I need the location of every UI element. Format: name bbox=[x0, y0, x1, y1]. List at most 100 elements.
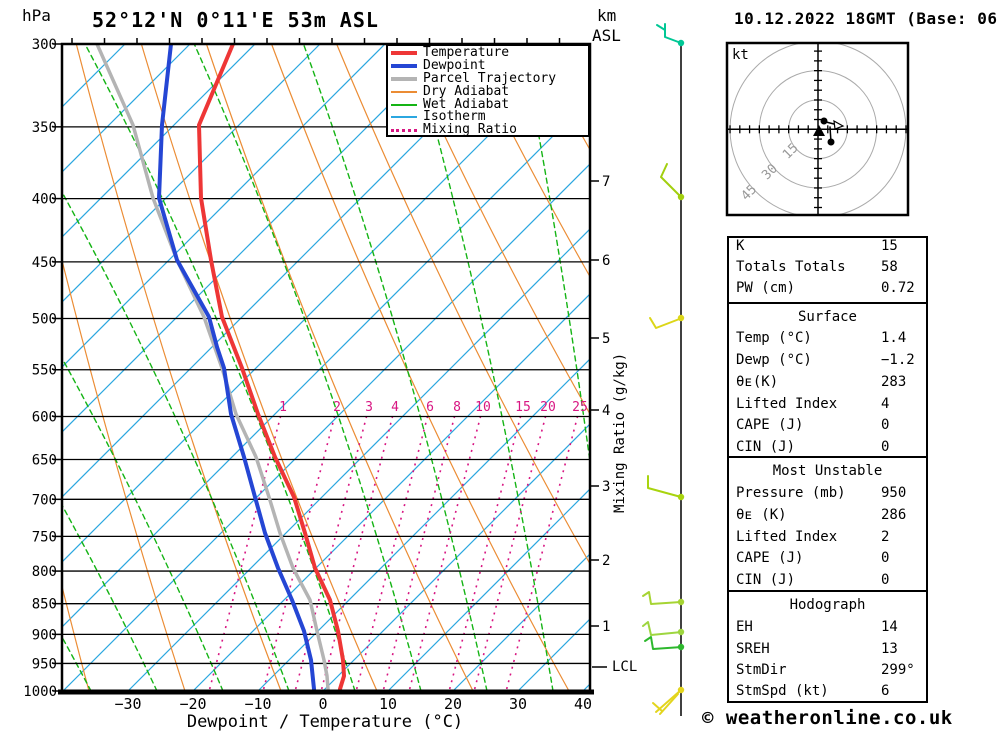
wet-adiabat bbox=[521, 44, 590, 467]
wet-adiabat bbox=[0, 43, 25, 691]
table-row: Lifted Index 4 bbox=[736, 396, 921, 412]
table-row: Pressure (mb) 950 bbox=[736, 485, 921, 501]
table-row-value: 286 bbox=[881, 507, 907, 523]
table-row: StmSpd (kt) 6 bbox=[736, 683, 921, 699]
isotherm bbox=[62, 44, 386, 368]
table-row-label: Lifted Index bbox=[736, 396, 838, 412]
isotherm bbox=[62, 44, 256, 238]
table-row: θᴇ(K) 283 bbox=[736, 374, 921, 391]
km-tick-label: 3 bbox=[602, 479, 610, 495]
table-section-divider bbox=[729, 590, 926, 592]
km-tick-label: 5 bbox=[602, 331, 610, 347]
mixing-ratio-value: 8 bbox=[453, 400, 461, 415]
table-row-value: 2 bbox=[881, 529, 890, 545]
table-section-divider bbox=[729, 302, 926, 304]
table-row-label: Pressure (mb) bbox=[736, 485, 846, 501]
wind-barb bbox=[642, 621, 683, 636]
pressure-tick-label: 1000 bbox=[23, 684, 57, 700]
temperature-axis: −30 −20 −10 0 10 20 30 40 bbox=[114, 695, 592, 713]
wet-adiabat bbox=[302, 44, 488, 691]
table-row-value: 6 bbox=[881, 683, 890, 699]
legend-row: Wet Adiabat bbox=[391, 98, 588, 111]
legend-label: Wet Adiabat bbox=[423, 96, 510, 112]
table-row-label: Dewp (°C) bbox=[736, 352, 812, 368]
legend-swatch-mixing-ratio bbox=[391, 128, 417, 132]
isotherm bbox=[62, 44, 516, 498]
pressure-tick-label: 800 bbox=[32, 564, 57, 580]
legend-row: Mixing Ratio bbox=[391, 123, 588, 137]
curve-dewpoint bbox=[157, 44, 316, 691]
table-row: Temp (°C) 1.4 bbox=[736, 330, 921, 346]
mixing-ratio-value: 20 bbox=[540, 400, 556, 415]
table-row: CAPE (J) 0 bbox=[736, 550, 921, 566]
table-row-label: SREH bbox=[736, 641, 770, 657]
km-axis: 7 6 5 4 3 2 1 bbox=[590, 174, 610, 668]
dry-adiabat bbox=[335, 44, 590, 566]
temp-tick-label: 10 bbox=[379, 695, 397, 713]
table-row-label: Lifted Index bbox=[736, 529, 838, 545]
wind-barb bbox=[659, 693, 679, 715]
legend-label: Parcel Trajectory bbox=[423, 70, 557, 86]
table-row-value: 283 bbox=[881, 374, 907, 390]
hodograph-dot bbox=[820, 117, 828, 125]
copyright: © weatheronline.co.uk bbox=[702, 707, 953, 729]
mixing-ratio-line bbox=[505, 412, 580, 690]
isotherm bbox=[387, 488, 590, 691]
table-row-value: 950 bbox=[881, 485, 907, 501]
mixing-ratio-value: 15 bbox=[515, 400, 531, 415]
table-row-value: 58 bbox=[881, 259, 898, 275]
hodograph-border bbox=[725, 41, 910, 217]
table-row-label: CAPE (J) bbox=[736, 550, 804, 566]
indices-table: K 15 Totals Totals 58 PW (cm) 0.72 Surface Temp… bbox=[727, 236, 928, 703]
table-row-label: PW (cm) bbox=[736, 280, 796, 296]
legend-row: Dewpoint bbox=[391, 59, 588, 73]
mixing-ratio-value: 10 bbox=[475, 400, 491, 415]
mixing-ratio-line bbox=[382, 412, 457, 690]
table-row-value: 299° bbox=[881, 662, 915, 678]
pressure-tick-label: 350 bbox=[32, 120, 57, 136]
table-row: CAPE (J) 0 bbox=[736, 417, 921, 433]
isotherm bbox=[62, 163, 590, 691]
dry-adiabat-lines bbox=[62, 44, 590, 691]
table-row: CIN (J) 0 bbox=[736, 439, 921, 455]
table-row: Totals Totals 58 bbox=[736, 259, 921, 275]
wet-adiabat-lines bbox=[0, 43, 590, 691]
curve-temperature bbox=[197, 44, 346, 691]
hodograph-dot bbox=[827, 138, 835, 146]
mixing-ratio-value: 6 bbox=[426, 400, 434, 415]
hodograph-ring-label: 30 bbox=[759, 161, 781, 183]
table-row-label: StmDir bbox=[736, 662, 787, 678]
mixing-ratio-line bbox=[473, 412, 548, 690]
isotherm bbox=[62, 44, 451, 433]
table-row-value: 13 bbox=[881, 641, 898, 657]
table-row: SREH 13 bbox=[736, 641, 921, 657]
table-row-label: CIN (J) bbox=[736, 572, 796, 588]
pressure-tick-label: 850 bbox=[32, 597, 57, 613]
km-tick-label: 7 bbox=[602, 174, 610, 190]
table-row-label: Temp (°C) bbox=[736, 330, 812, 346]
wind-barb-column bbox=[642, 23, 685, 716]
top-ticks bbox=[71, 38, 561, 44]
pressure-tick-label: 400 bbox=[32, 192, 57, 208]
table-row-label: CIN (J) bbox=[736, 439, 796, 455]
wind-barb bbox=[652, 702, 663, 712]
pressure-tick-label: 450 bbox=[32, 255, 57, 271]
table-row: EH 14 bbox=[736, 619, 921, 635]
dry-adiabat bbox=[466, 44, 590, 278]
isobar-gridlines bbox=[62, 126, 590, 665]
wind-barb-dot bbox=[677, 314, 685, 322]
plot-background bbox=[0, 43, 590, 691]
table-section-divider bbox=[729, 456, 926, 458]
x-axis-title: Dewpoint / Temperature (°C) bbox=[186, 712, 464, 732]
station-title: 52°12'N 0°11'E 53m ASL bbox=[92, 8, 379, 32]
pressure-tick-label: 700 bbox=[32, 492, 57, 508]
table-row: K 15 bbox=[736, 238, 921, 254]
wet-adiabat bbox=[62, 190, 290, 691]
wet-adiabat bbox=[84, 44, 356, 691]
pressure-tick-label: 650 bbox=[32, 453, 57, 469]
table-row-value: 0 bbox=[881, 550, 890, 566]
km-tick-label: 2 bbox=[602, 553, 610, 569]
table-row-label: CAPE (J) bbox=[736, 417, 804, 433]
